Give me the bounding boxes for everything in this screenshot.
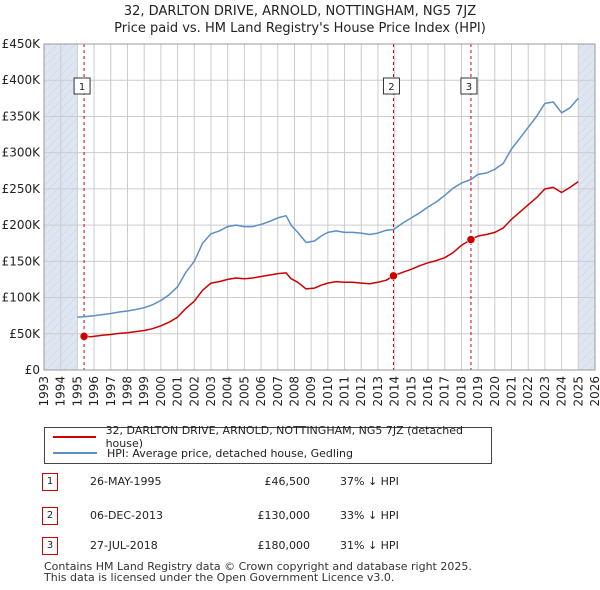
y-tick-label: £0 — [25, 363, 40, 377]
y-tick-label: £50K — [9, 327, 41, 341]
legend-item-hpi: HPI: Average price, detached house, Gedl… — [53, 446, 353, 460]
sale-hpi-diff: 37% ↓ HPI — [340, 475, 399, 488]
footer-license: This data is licensed under the Open Gov… — [44, 571, 395, 584]
sale-number-badge: 3 — [42, 537, 58, 555]
sale-row: 1 26-MAY-1995 £46,500 37% ↓ HPI — [40, 473, 580, 491]
legend-swatch-hpi — [53, 452, 97, 454]
x-tick-label: 2005 — [237, 376, 251, 407]
legend-label-property: 32, DARLTON DRIVE, ARNOLD, NOTTINGHAM, N… — [105, 424, 463, 450]
y-tick-label: £250K — [2, 182, 42, 196]
x-tick-label: 1996 — [87, 376, 101, 407]
sale-row: 3 27-JUL-2018 £180,000 31% ↓ HPI — [40, 537, 580, 555]
sale-price: £130,000 — [257, 509, 311, 522]
y-tick-label: £100K — [2, 291, 42, 305]
x-tick-label: 2018 — [454, 376, 468, 407]
legend-item-property: 32, DARLTON DRIVE, ARNOLD, NOTTINGHAM, N… — [53, 424, 491, 450]
x-tick-label: 1993 — [37, 376, 51, 407]
x-tick-label: 1999 — [137, 376, 151, 407]
y-tick-label: £400K — [2, 73, 42, 87]
shaded-band-hatch — [44, 44, 78, 370]
y-tick-label: £350K — [2, 109, 42, 123]
x-tick-label: 2022 — [521, 376, 535, 407]
x-tick-label: 2010 — [321, 376, 335, 407]
x-tick-label: 1995 — [70, 376, 84, 407]
sale-marker-label: 3 — [466, 82, 472, 93]
x-tick-label: 1998 — [120, 376, 134, 407]
x-tick-label: 1994 — [54, 376, 68, 407]
x-tick-label: 2000 — [154, 376, 168, 407]
x-tick-label: 2001 — [171, 376, 185, 407]
x-tick-label: 2013 — [371, 376, 385, 407]
sale-price: £180,000 — [257, 539, 311, 552]
sale-date: 27-JUL-2018 — [90, 539, 158, 552]
x-tick-label: 2023 — [538, 376, 552, 407]
x-tick-label: 2014 — [388, 376, 402, 407]
x-tick-label: 2016 — [421, 376, 435, 407]
sale-number-badge: 1 — [42, 473, 58, 491]
sale-marker-label: 1 — [79, 82, 85, 93]
sale-date: 06-DEC-2013 — [90, 509, 164, 522]
x-tick-label: 2008 — [287, 376, 301, 407]
footer-notice: Contains HM Land Registry data © Crown c… — [44, 561, 472, 583]
x-tick-label: 2007 — [271, 376, 285, 407]
sale-marker-box — [382, 77, 400, 95]
x-tick-label: 2024 — [555, 376, 569, 407]
x-tick-label: 2025 — [571, 376, 585, 407]
footer-copyright: Contains HM Land Registry data © Crown c… — [44, 560, 472, 573]
x-tick-label: 2015 — [404, 376, 418, 407]
y-tick-label: £200K — [2, 218, 42, 232]
legend-label-hpi: HPI: Average price, detached house, Gedl… — [107, 446, 353, 460]
chart-subtitle: Price paid vs. HM Land Registry's House … — [114, 21, 486, 36]
sale-point — [466, 235, 476, 244]
sale-marker-box — [460, 77, 478, 95]
chart-title: 32, DARLTON DRIVE, ARNOLD, NOTTINGHAM, N… — [123, 4, 477, 19]
y-tick-label: £150K — [2, 254, 42, 268]
x-tick-label: 2006 — [254, 376, 268, 407]
chart-legend: 32, DARLTON DRIVE, ARNOLD, NOTTINGHAM, N… — [44, 424, 492, 464]
sale-number-badge: 2 — [42, 507, 58, 525]
x-tick-label: 2003 — [204, 376, 218, 407]
sale-point — [79, 332, 89, 341]
sale-hpi-diff: 31% ↓ HPI — [340, 539, 399, 552]
x-tick-label: 2012 — [354, 376, 368, 407]
sale-row: 2 06-DEC-2013 £130,000 33% ↓ HPI — [40, 507, 580, 525]
hpi-line — [77, 97, 579, 318]
sale-point — [389, 271, 398, 281]
x-tick-label: 2020 — [488, 376, 502, 407]
legend-swatch-property — [53, 436, 96, 438]
property-price-line — [84, 180, 579, 338]
plot-area — [44, 44, 595, 370]
x-tick-label: 1997 — [104, 376, 118, 407]
x-tick-label: 2017 — [438, 376, 452, 407]
x-tick-label: 2002 — [187, 376, 201, 407]
price-chart: £0 £50K £100K £150K £200K £250K £300K £350K £400… — [2, 37, 600, 407]
shaded-band-hatch — [578, 44, 595, 370]
y-tick-label: £300K — [2, 146, 42, 160]
sale-hpi-diff: 33% ↓ HPI — [340, 509, 399, 522]
x-tick-label: 2004 — [221, 376, 235, 407]
sale-price: £46,500 — [264, 475, 311, 488]
sale-marker-box — [73, 77, 91, 95]
sale-date: 26-MAY-1995 — [90, 475, 162, 488]
x-tick-label: 2009 — [304, 376, 318, 407]
x-tick-label: 2026 — [588, 376, 600, 407]
x-tick-label: 2021 — [505, 376, 519, 407]
x-tick-label: 2011 — [338, 376, 352, 407]
plot-frame — [43, 43, 596, 371]
x-tick-label: 2019 — [471, 376, 485, 407]
y-tick-label: £450K — [2, 37, 42, 51]
sale-marker-label: 2 — [388, 82, 394, 93]
